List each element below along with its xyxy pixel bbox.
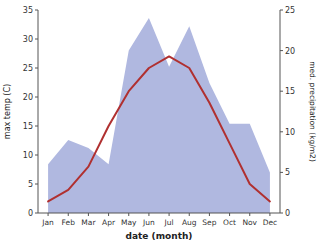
tick-mark: [189, 213, 190, 216]
tick-label: Aug: [182, 218, 197, 227]
tick-label: 10: [23, 151, 33, 160]
tick-label: 0: [28, 209, 33, 218]
tick-label: Jul: [164, 218, 174, 227]
tick-label: May: [121, 218, 137, 227]
tick-label: Jan: [41, 218, 54, 227]
tick-label: 20: [23, 93, 33, 102]
tick-mark: [249, 213, 250, 216]
tick-label: 25: [285, 6, 295, 15]
tick-label: 35: [23, 6, 33, 15]
tick-label: 15: [23, 122, 33, 131]
marks: [48, 18, 270, 213]
tick-label: 20: [285, 47, 295, 56]
tick-label: Sep: [202, 218, 216, 227]
tick-mark: [209, 213, 210, 216]
tick-mark: [280, 91, 283, 92]
tick-mark: [35, 184, 38, 185]
tick-mark: [280, 213, 283, 214]
tick-label: Nov: [242, 218, 257, 227]
tick-label: 0: [285, 209, 290, 218]
y-axis-title: max temp (C): [3, 84, 12, 139]
tick-mark: [229, 213, 230, 216]
x-axis-line: [38, 213, 280, 214]
tick-label: 5: [28, 180, 33, 189]
tick-label: Feb: [62, 218, 76, 227]
chart-container: 0 5 10 15 20 25 30 35 0 5 10 15 20 25 Jan Feb Mar Apr May J…: [0, 0, 318, 247]
tick-mark: [35, 10, 38, 11]
tick-mark: [48, 213, 49, 216]
tick-mark: [35, 155, 38, 156]
tick-label: 15: [285, 87, 295, 96]
tick-label: Jun: [142, 218, 155, 227]
tick-mark: [280, 10, 283, 11]
tick-mark: [280, 50, 283, 51]
tick-mark: [88, 213, 89, 216]
tick-label: Mar: [81, 218, 96, 227]
tick-label: Dec: [263, 218, 278, 227]
tick-mark: [108, 213, 109, 216]
y-axis-line: [38, 10, 39, 213]
tick-mark: [280, 131, 283, 132]
tick-mark: [148, 213, 149, 216]
tick-mark: [169, 213, 170, 216]
tick-label: Apr: [102, 218, 116, 227]
precipitation-area: [48, 18, 270, 213]
y2-axis-title: med. precipitation (kg/m2): [308, 61, 317, 162]
tick-mark: [280, 172, 283, 173]
tick-label: 25: [23, 64, 33, 73]
tick-mark: [35, 39, 38, 40]
tick-mark: [68, 213, 69, 216]
tick-label: Oct: [223, 218, 236, 227]
x-axis-title: date (month): [126, 231, 193, 241]
temperature-line: [48, 56, 270, 201]
tick-label: 5: [285, 168, 290, 177]
tick-mark: [269, 213, 270, 216]
y2-axis-line: [280, 10, 281, 213]
chart: 0 5 10 15 20 25 30 35 0 5 10 15 20 25 Jan Feb Mar Apr May J…: [0, 0, 318, 247]
tick-label: 10: [285, 128, 295, 137]
tick-mark: [128, 213, 129, 216]
tick-mark: [35, 97, 38, 98]
tick-mark: [35, 126, 38, 127]
tick-label: 30: [23, 35, 33, 44]
tick-mark: [35, 68, 38, 69]
tick-mark: [35, 213, 38, 214]
